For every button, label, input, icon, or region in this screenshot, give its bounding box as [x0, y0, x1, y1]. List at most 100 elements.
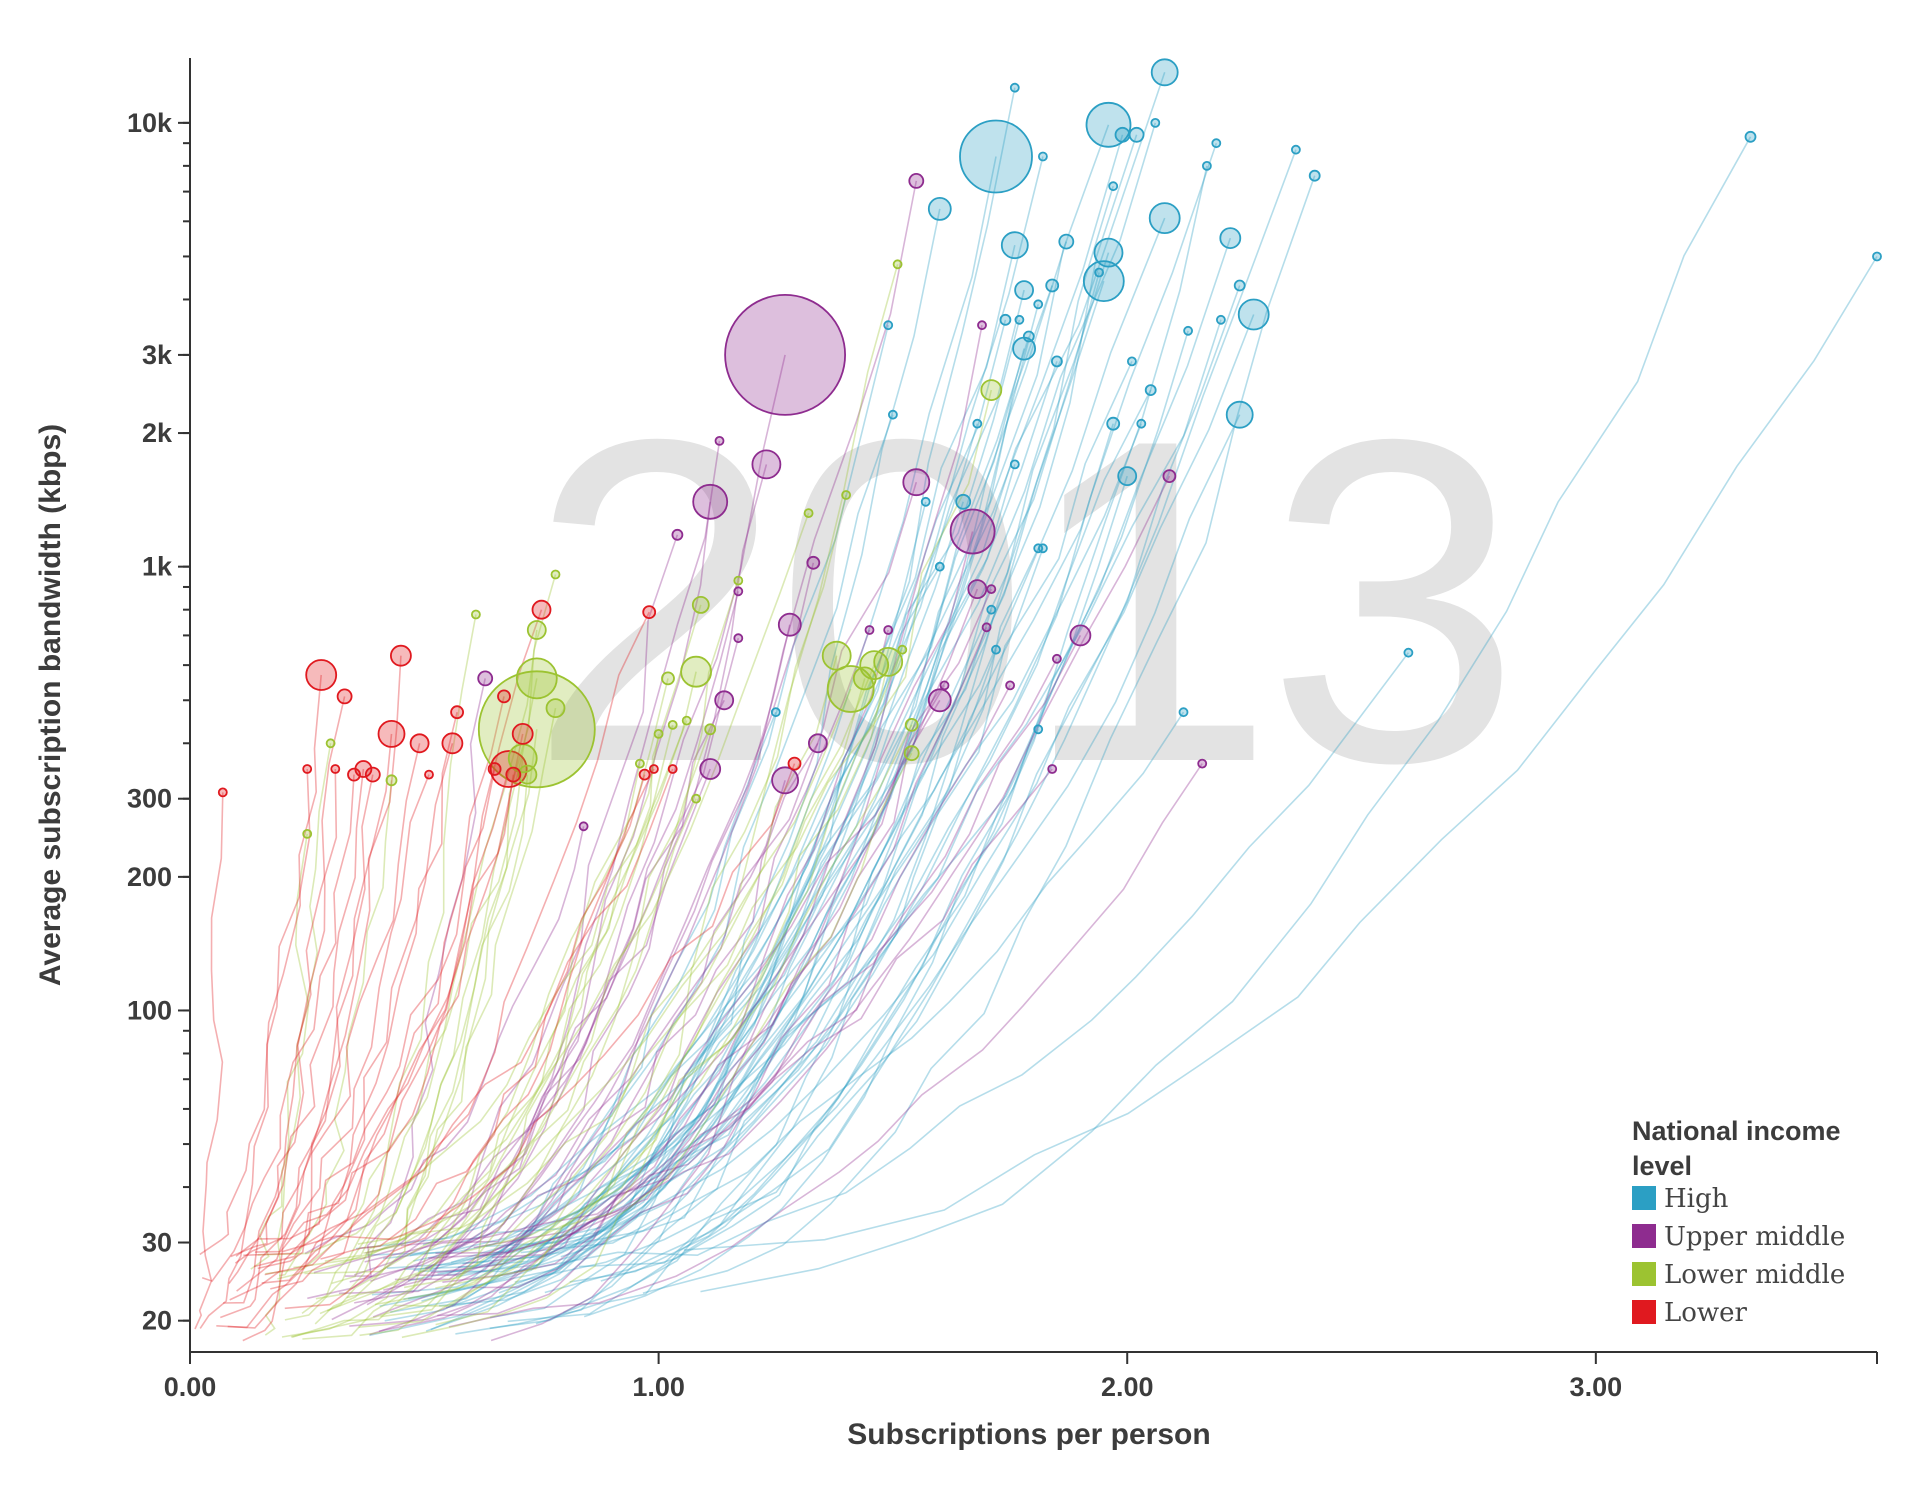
- trail-line: [403, 319, 1007, 1271]
- bubble: [1183, 325, 1193, 336]
- bubble: [959, 119, 1033, 194]
- trail-line: [223, 768, 338, 1304]
- bubble: [1045, 278, 1060, 293]
- legend-title-line-2: level: [1632, 1151, 1692, 1181]
- trail-line: [270, 774, 515, 1290]
- trail-line: [425, 156, 1044, 1332]
- bubble: [1211, 138, 1222, 149]
- trail-line: [490, 272, 1100, 1279]
- trail-line: [415, 780, 786, 1276]
- trail-line: [250, 743, 332, 1270]
- trail-line: [301, 614, 477, 1315]
- trail-line: [302, 678, 669, 1340]
- bubble: [714, 435, 725, 446]
- trail-line: [413, 649, 997, 1262]
- bubble: [841, 490, 851, 500]
- bubble: [550, 569, 561, 580]
- legend-label: Upper middle: [1664, 1222, 1845, 1252]
- trail-line: [513, 652, 1410, 1273]
- trail-line: [642, 175, 1316, 1294]
- trail-line: [254, 733, 524, 1253]
- trail-line: [358, 664, 875, 1328]
- trail-line: [324, 574, 557, 1262]
- trail-line: [380, 580, 740, 1318]
- bubble: [667, 764, 678, 774]
- legend-label: High: [1664, 1184, 1729, 1214]
- bubble: [733, 586, 744, 597]
- bubble: [733, 633, 744, 644]
- bubble: [477, 670, 494, 687]
- bubble: [531, 599, 552, 620]
- trail-line: [331, 534, 679, 1321]
- bubble: [751, 449, 782, 480]
- legend-label: Lower middle: [1664, 1260, 1845, 1290]
- bubble: [424, 769, 434, 780]
- bubble: [806, 555, 821, 570]
- trail-line: [264, 833, 310, 1336]
- bubble: [661, 671, 675, 686]
- bubble: [787, 756, 802, 771]
- trail-line: [349, 699, 941, 1327]
- bubble: [1014, 280, 1034, 301]
- trail-line: [403, 494, 847, 1289]
- bubble: [649, 764, 659, 774]
- legend-swatch: [1632, 1224, 1656, 1248]
- bubble: [526, 620, 547, 640]
- bubble: [991, 644, 1001, 655]
- trail-line: [435, 635, 1082, 1255]
- bubble: [681, 715, 692, 726]
- trail-line: [451, 241, 1068, 1307]
- bubble: [302, 764, 313, 774]
- trail-line: [284, 629, 538, 1321]
- bubble: [450, 705, 465, 720]
- bubble: [771, 766, 799, 795]
- trail-lines: [194, 72, 1878, 1342]
- trail-line: [230, 768, 365, 1258]
- bubble: [1202, 160, 1212, 171]
- bubble: [902, 468, 931, 497]
- bubble: [515, 657, 558, 700]
- bubble: [967, 579, 988, 599]
- bubble: [1162, 469, 1177, 484]
- bubble: [1005, 680, 1015, 691]
- trail-line: [370, 562, 815, 1283]
- trail-line: [447, 361, 1133, 1276]
- bubble: [1128, 126, 1145, 143]
- bubble: [1403, 647, 1414, 658]
- bubble: [1022, 330, 1035, 343]
- bubble: [1082, 260, 1125, 303]
- trail-line: [291, 729, 711, 1338]
- trail-line: [281, 763, 796, 1253]
- trail-line: [201, 774, 355, 1283]
- trail-line: [366, 440, 721, 1306]
- trail-line: [429, 319, 1222, 1272]
- legend-swatch: [1632, 1300, 1656, 1324]
- bubble: [1219, 227, 1242, 250]
- trail-line: [379, 711, 777, 1307]
- trail-line: [307, 768, 711, 1300]
- trail-line: [338, 588, 993, 1295]
- trail-line: [242, 774, 374, 1342]
- bubble: [1237, 298, 1270, 331]
- y-tick-label: 20: [142, 1306, 172, 1336]
- trail-line: [535, 547, 1039, 1325]
- trail-line: [326, 798, 697, 1312]
- trail-line: [315, 678, 538, 1300]
- bubble: [691, 793, 701, 804]
- trail-line: [583, 475, 1128, 1318]
- trail-line: [331, 707, 557, 1285]
- trail-line: [199, 674, 322, 1256]
- trail-line: [354, 591, 740, 1276]
- trail-line: [422, 319, 1021, 1246]
- bubble: [908, 172, 925, 189]
- trail-line: [344, 678, 486, 1277]
- bubble: [330, 764, 341, 774]
- trail-line: [435, 264, 899, 1326]
- bubble: [517, 764, 538, 785]
- bubble: [1093, 237, 1124, 268]
- legend: National income level High Upper middle Lo…: [1632, 1116, 1848, 1328]
- legend-title: National income level: [1632, 1116, 1848, 1181]
- trail-line: [236, 655, 402, 1292]
- trail-line: [281, 763, 641, 1338]
